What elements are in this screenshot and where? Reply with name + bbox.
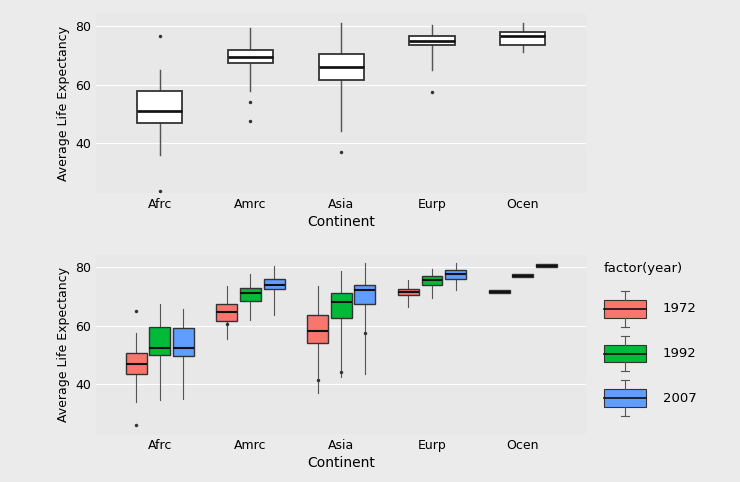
Bar [445, 270, 466, 279]
Text: 1992: 1992 [662, 347, 696, 360]
Bar [604, 389, 646, 407]
Bar [488, 291, 510, 294]
Text: factor(year): factor(year) [604, 263, 683, 276]
Bar [500, 32, 545, 45]
Bar [228, 50, 273, 63]
Bar [240, 288, 261, 301]
Text: 2007: 2007 [662, 391, 696, 404]
Bar [331, 294, 352, 318]
Bar [126, 353, 147, 374]
Bar [604, 345, 646, 362]
X-axis label: Continent: Continent [307, 215, 375, 229]
Text: 1972: 1972 [662, 302, 696, 315]
Bar [536, 264, 556, 267]
Bar [604, 300, 646, 318]
Bar [409, 37, 454, 45]
Bar [137, 91, 183, 123]
X-axis label: Continent: Continent [307, 456, 375, 470]
Bar [149, 327, 170, 355]
Bar [173, 329, 194, 356]
Y-axis label: Average Life Expectancy: Average Life Expectancy [57, 26, 70, 181]
Bar [398, 289, 419, 295]
Y-axis label: Average Life Expectancy: Average Life Expectancy [57, 267, 70, 422]
Bar [512, 274, 534, 277]
Bar [307, 315, 328, 343]
Bar [354, 284, 375, 304]
Bar [422, 276, 443, 284]
Bar [217, 304, 238, 321]
Bar [318, 54, 364, 80]
Bar [263, 279, 284, 289]
